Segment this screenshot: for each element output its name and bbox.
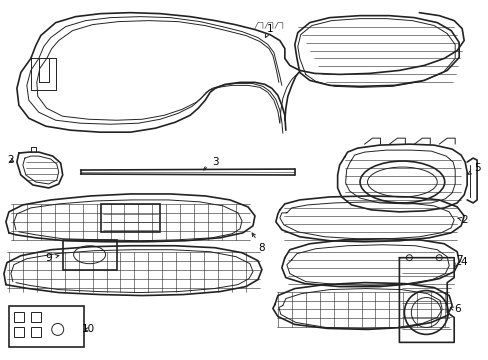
Bar — [62, 240, 117, 270]
Text: 7: 7 — [453, 255, 462, 267]
Text: 5: 5 — [467, 163, 479, 174]
Text: 6: 6 — [449, 305, 460, 315]
Bar — [31, 328, 41, 337]
Text: 4: 4 — [456, 257, 467, 267]
Bar — [9, 306, 83, 347]
Bar — [14, 328, 24, 337]
Text: 2: 2 — [8, 155, 14, 165]
Text: 2: 2 — [457, 215, 467, 225]
Bar — [14, 312, 24, 323]
Text: 10: 10 — [82, 324, 95, 334]
Text: 8: 8 — [252, 233, 264, 253]
Text: 3: 3 — [203, 157, 218, 170]
Bar — [101, 204, 160, 232]
Text: 1: 1 — [265, 24, 273, 37]
Text: 9: 9 — [45, 253, 59, 263]
Bar — [31, 312, 41, 323]
